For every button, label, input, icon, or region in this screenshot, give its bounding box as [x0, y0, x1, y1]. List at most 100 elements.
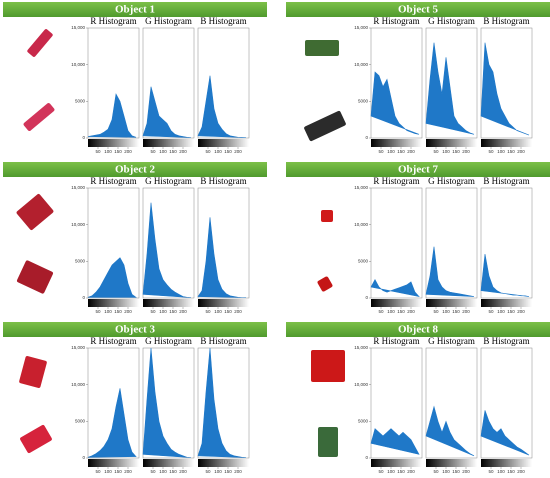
histogram-area — [480, 42, 530, 136]
histogram-title: R Histogram — [90, 16, 136, 26]
histogram-title: R Histogram — [90, 336, 136, 346]
histogram-title: R Histogram — [373, 16, 419, 26]
object-photo — [20, 424, 52, 454]
y-tick-label: 0 — [365, 135, 368, 140]
intensity-bar — [143, 299, 194, 307]
x-tick-label: 200 — [462, 309, 470, 314]
x-tick-label: 50 — [150, 149, 156, 154]
x-tick-label: 150 — [507, 149, 515, 154]
x-tick-label: 100 — [387, 309, 395, 314]
x-tick-label: 50 — [433, 309, 439, 314]
histogram-area — [197, 347, 247, 458]
y-tick-label: 15,000 — [71, 185, 85, 190]
intensity-bar — [88, 299, 139, 307]
histogram-area — [87, 388, 137, 458]
panel-header — [286, 322, 550, 337]
x-tick-label: 100 — [497, 149, 505, 154]
x-tick-label: 200 — [124, 469, 132, 474]
y-tick-label: 15,000 — [71, 345, 85, 350]
intensity-bar — [198, 299, 249, 307]
x-tick-label: 150 — [224, 149, 232, 154]
y-tick-label: 10,000 — [71, 382, 85, 387]
x-tick-label: 50 — [378, 469, 384, 474]
x-tick-label: 150 — [452, 469, 460, 474]
histogram-title: G Histogram — [428, 16, 475, 26]
x-tick-label: 100 — [104, 469, 112, 474]
histogram-area — [425, 405, 475, 457]
y-tick-label: 0 — [82, 295, 85, 300]
x-tick-label: 200 — [407, 309, 415, 314]
histogram-area — [142, 86, 192, 138]
x-tick-label: 200 — [124, 309, 132, 314]
histogram-area — [370, 279, 420, 298]
intensity-bar — [198, 459, 249, 467]
x-tick-label: 150 — [224, 309, 232, 314]
x-tick-label: 50 — [205, 469, 211, 474]
x-tick-label: 200 — [407, 149, 415, 154]
panel-header — [286, 2, 550, 17]
intensity-bar — [371, 299, 422, 307]
histogram-title: R Histogram — [90, 176, 136, 186]
histogram-title: R Histogram — [373, 336, 419, 346]
y-tick-label: 15,000 — [71, 25, 85, 30]
panel-header — [286, 162, 550, 177]
histogram-title: G Histogram — [145, 336, 192, 346]
x-tick-label: 100 — [214, 149, 222, 154]
panel-header — [3, 322, 267, 337]
panel-title: Object 7 — [398, 164, 439, 176]
x-tick-label: 100 — [497, 469, 505, 474]
x-tick-label: 100 — [104, 149, 112, 154]
histogram-title: G Histogram — [145, 16, 192, 26]
x-tick-label: 150 — [169, 469, 177, 474]
x-tick-label: 200 — [179, 469, 187, 474]
y-tick-label: 5000 — [358, 259, 369, 264]
y-tick-label: 10,000 — [354, 382, 368, 387]
histogram-area — [370, 428, 420, 455]
histogram-title: G Histogram — [428, 176, 475, 186]
x-tick-label: 50 — [95, 309, 101, 314]
x-tick-label: 200 — [234, 469, 242, 474]
y-tick-label: 15,000 — [354, 345, 368, 350]
x-tick-label: 100 — [104, 309, 112, 314]
y-tick-label: 15,000 — [354, 185, 368, 190]
y-tick-label: 5000 — [358, 99, 369, 104]
x-tick-label: 100 — [442, 149, 450, 154]
y-tick-label: 10,000 — [71, 222, 85, 227]
x-tick-label: 150 — [169, 309, 177, 314]
panel-title: Object 3 — [115, 324, 156, 336]
x-tick-label: 150 — [114, 149, 122, 154]
x-tick-label: 150 — [507, 469, 515, 474]
histogram-title: G Histogram — [145, 176, 192, 186]
y-tick-label: 0 — [82, 455, 85, 460]
x-tick-label: 100 — [387, 469, 395, 474]
histogram-title: R Histogram — [373, 176, 419, 186]
y-tick-label: 0 — [365, 295, 368, 300]
y-tick-label: 15,000 — [354, 25, 368, 30]
panel-title: Object 2 — [115, 164, 156, 176]
intensity-bar — [371, 459, 422, 467]
object-photo — [23, 103, 55, 131]
intensity-bar — [88, 459, 139, 467]
x-tick-label: 50 — [205, 309, 211, 314]
panel-title: Object 5 — [398, 4, 439, 16]
y-tick-label: 5000 — [75, 419, 86, 424]
x-tick-label: 200 — [179, 309, 187, 314]
x-tick-label: 150 — [397, 149, 405, 154]
x-tick-label: 150 — [452, 149, 460, 154]
intensity-bar — [198, 139, 249, 147]
object-photo — [321, 210, 333, 222]
x-tick-label: 150 — [507, 309, 515, 314]
y-tick-label: 10,000 — [71, 62, 85, 67]
x-tick-label: 200 — [462, 469, 470, 474]
plot-frame — [370, 187, 423, 299]
intensity-bar — [88, 139, 139, 147]
x-tick-label: 100 — [442, 469, 450, 474]
intensity-bar — [481, 459, 532, 467]
x-tick-label: 100 — [497, 309, 505, 314]
x-tick-label: 100 — [159, 149, 167, 154]
x-tick-label: 150 — [224, 469, 232, 474]
x-tick-label: 50 — [433, 469, 439, 474]
object-photo — [317, 276, 333, 292]
histogram-area — [480, 410, 530, 456]
x-tick-label: 100 — [159, 469, 167, 474]
